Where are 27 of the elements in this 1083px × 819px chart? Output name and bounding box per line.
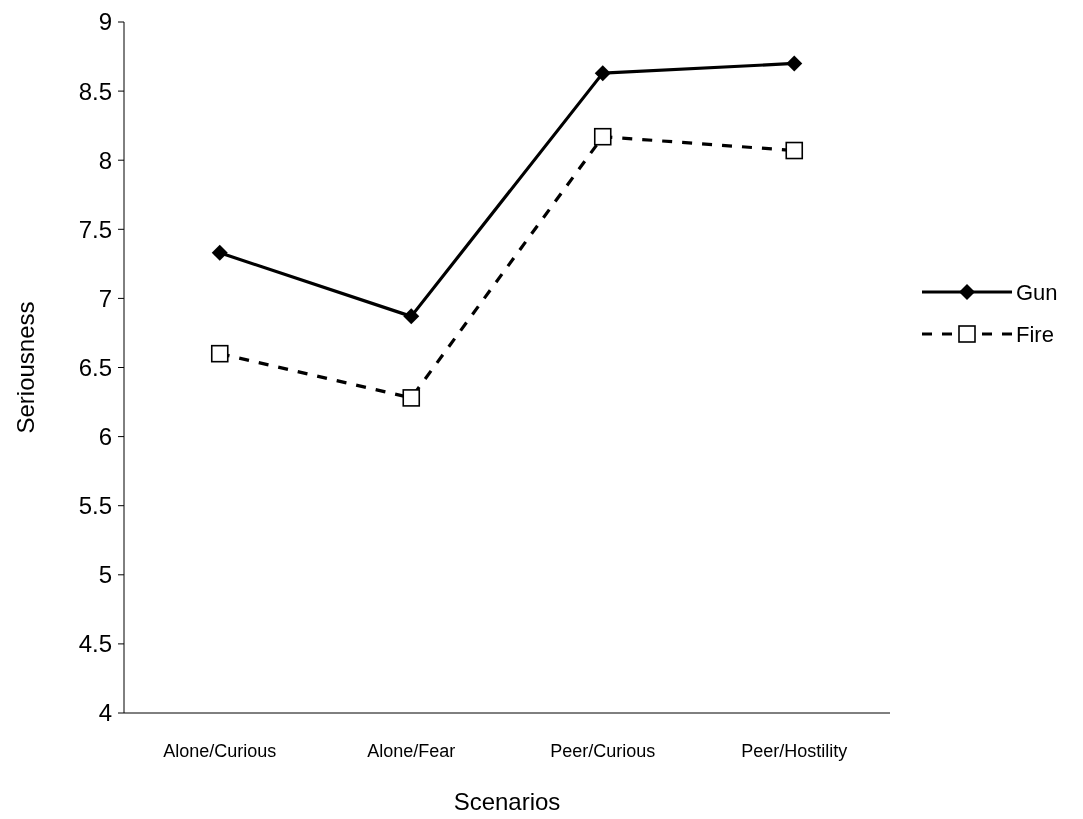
- x-axis-title: Scenarios: [453, 788, 561, 815]
- y-tick-label: 4: [98, 699, 112, 727]
- y-tick-label: 7.5: [78, 215, 112, 243]
- point: [402, 389, 421, 407]
- y-tick-label: 6: [98, 423, 112, 450]
- y-tick-label: 8: [98, 146, 112, 174]
- y-tick-label: 5.5: [78, 492, 112, 520]
- y-tick-label: 8.5: [78, 77, 112, 105]
- y-tick-label: 4.5: [78, 630, 112, 658]
- y-axis-title: Seriousness: [12, 301, 39, 434]
- point: [210, 344, 229, 363]
- y-tick-label: 6.5: [78, 353, 112, 381]
- legend-label: Fire: [1016, 321, 1054, 347]
- x-tick-label: Alone/Curious: [163, 741, 277, 761]
- x-tick-label: Peer/Curious: [550, 741, 656, 761]
- point: [786, 55, 803, 72]
- y-tick-label: 7: [98, 284, 112, 312]
- y-tick-label: 5: [98, 561, 112, 589]
- point: [594, 65, 611, 82]
- x-tick-label: Alone/Fear: [367, 741, 456, 761]
- y-tick-label: 9: [98, 8, 112, 36]
- x-tick-label: Peer/Hostility: [741, 741, 848, 761]
- point: [785, 141, 804, 160]
- point: [593, 127, 612, 146]
- point: [403, 308, 420, 325]
- legend-label: Gun: [1016, 279, 1058, 305]
- point: [211, 244, 228, 261]
